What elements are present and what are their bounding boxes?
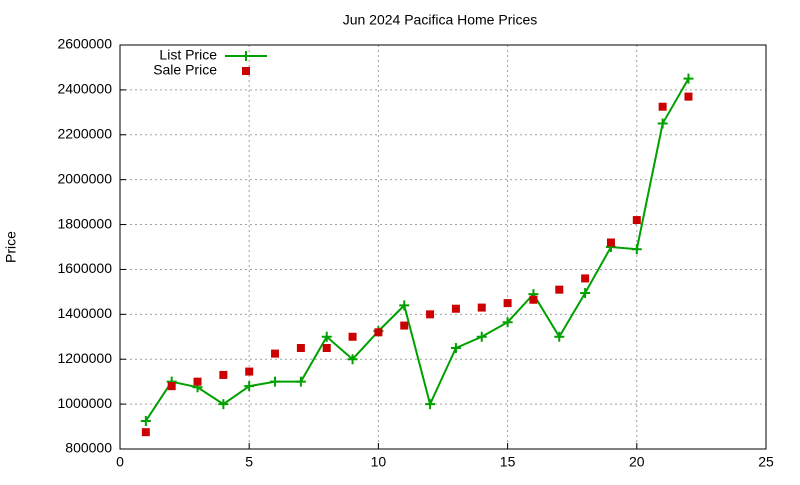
x-tick-label: 0	[116, 454, 124, 470]
point	[450, 343, 461, 353]
point	[141, 428, 150, 437]
x-tick-label: 10	[371, 454, 387, 470]
point	[218, 399, 229, 410]
legend-marker	[242, 67, 250, 75]
point	[347, 354, 358, 365]
y-tick-label: 1600000	[57, 260, 112, 276]
plot-frame	[119, 44, 767, 450]
point	[503, 299, 512, 308]
point	[296, 344, 305, 352]
legend-label: List Price	[159, 47, 217, 63]
point	[632, 216, 641, 225]
point	[140, 415, 151, 426]
y-tick-label: 2400000	[57, 81, 112, 97]
y-tick-label: 1000000	[57, 395, 112, 411]
y-tick-label: 2200000	[57, 125, 112, 141]
point	[631, 244, 642, 255]
x-tick-label: 5	[245, 454, 253, 470]
point	[476, 331, 487, 342]
point	[271, 349, 280, 358]
point	[451, 304, 460, 313]
point	[244, 381, 255, 392]
point	[321, 331, 332, 342]
y-tick-label: 1400000	[57, 305, 112, 321]
point	[606, 238, 615, 247]
point	[657, 118, 668, 129]
point	[502, 317, 513, 328]
point	[245, 367, 254, 376]
legend-marker	[241, 51, 251, 61]
y-tick-label: 1200000	[57, 350, 112, 366]
chart-title: Jun 2024 Pacifica Home Prices	[343, 12, 538, 28]
point	[219, 370, 228, 379]
point	[529, 295, 538, 304]
point	[683, 73, 694, 84]
point	[295, 376, 306, 387]
point	[167, 382, 176, 391]
point	[374, 328, 383, 337]
x-tick-label: 25	[758, 454, 774, 470]
point	[580, 288, 591, 299]
point	[477, 303, 486, 312]
point	[399, 300, 410, 311]
y-tick-label: 1800000	[57, 215, 112, 231]
y-axis-label: Price	[3, 231, 19, 263]
point	[193, 377, 202, 386]
point	[400, 321, 409, 330]
point	[684, 92, 693, 101]
point	[322, 344, 331, 352]
y-tick-label: 2600000	[57, 36, 112, 52]
x-tick-label: 20	[629, 454, 645, 470]
y-tick-label: 800000	[65, 440, 112, 456]
x-tick-label: 15	[500, 454, 516, 470]
point	[581, 274, 590, 283]
point	[555, 285, 564, 294]
point	[425, 399, 436, 410]
point	[426, 310, 435, 319]
point	[348, 332, 357, 341]
legend-label: Sale Price	[153, 62, 217, 78]
series-line	[145, 78, 690, 422]
point	[554, 331, 565, 342]
point	[658, 102, 667, 111]
y-tick-label: 2000000	[57, 170, 112, 186]
point	[270, 376, 281, 387]
